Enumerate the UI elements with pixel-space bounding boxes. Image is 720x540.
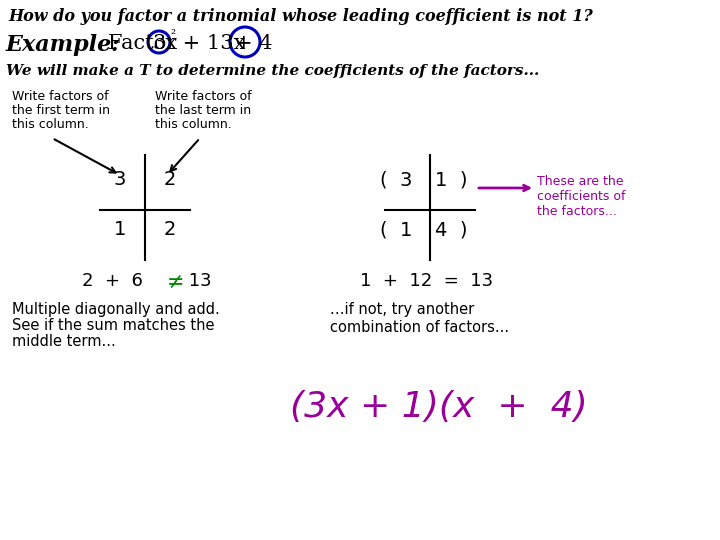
Text: Multiple diagonally and add.: Multiple diagonally and add. (12, 302, 220, 317)
Text: How do you factor a trinomial whose leading coefficient is not 1?: How do you factor a trinomial whose lead… (8, 8, 593, 25)
Text: middle term...: middle term... (12, 334, 116, 349)
Text: (  1: ( 1 (380, 220, 413, 239)
Text: combination of factors...: combination of factors... (330, 320, 509, 335)
Text: These are the: These are the (537, 175, 624, 188)
Text: 2: 2 (164, 220, 176, 239)
Text: the factors...: the factors... (537, 205, 617, 218)
Text: 4  ): 4 ) (435, 220, 467, 239)
Text: the first term in: the first term in (12, 104, 110, 117)
Text: 3x: 3x (152, 34, 177, 53)
Text: (  3: ( 3 (380, 170, 413, 189)
Text: 1  ): 1 ) (435, 170, 467, 189)
Text: this column.: this column. (12, 118, 89, 131)
Text: Example:: Example: (6, 34, 136, 56)
Text: this column.: this column. (155, 118, 232, 131)
Text: + 4: + 4 (235, 34, 272, 53)
Text: 2: 2 (164, 170, 176, 189)
Text: Write factors of: Write factors of (155, 90, 251, 103)
Text: 3: 3 (114, 170, 126, 189)
Text: the last term in: the last term in (155, 104, 251, 117)
Text: We will make a T to determine the coefficients of the factors...: We will make a T to determine the coeffi… (6, 64, 539, 78)
Text: Write factors of: Write factors of (12, 90, 109, 103)
Text: coefficients of: coefficients of (537, 190, 626, 203)
Text: 13: 13 (183, 272, 212, 290)
Text: 1  +  12  =  13: 1 + 12 = 13 (360, 272, 493, 290)
Text: 2  +  6: 2 + 6 (82, 272, 154, 290)
Text: + 13x: + 13x (176, 34, 246, 53)
Text: ²: ² (170, 28, 175, 41)
Text: 1: 1 (114, 220, 126, 239)
Text: Factor: Factor (108, 34, 183, 53)
Text: ≠: ≠ (167, 272, 184, 292)
Text: (3x + 1)(x  +  4): (3x + 1)(x + 4) (290, 390, 588, 424)
Text: …if not, try another: …if not, try another (330, 302, 474, 317)
Text: See if the sum matches the: See if the sum matches the (12, 318, 215, 333)
